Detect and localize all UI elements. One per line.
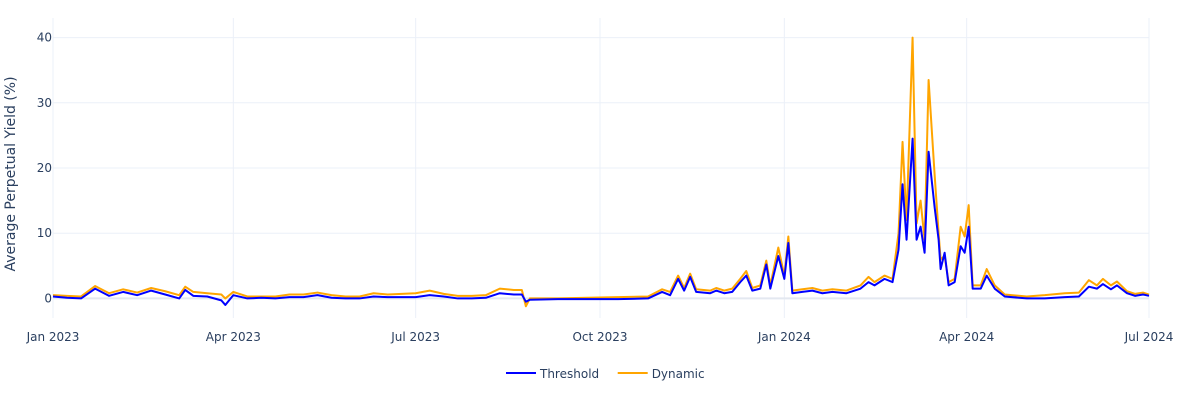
y-tick-label: 40 (37, 31, 52, 45)
legend-item-threshold[interactable]: Threshold (506, 367, 599, 381)
y-tick-label: 10 (37, 226, 52, 240)
x-tick-label: Jan 2024 (757, 330, 811, 344)
legend-label: Threshold (539, 367, 599, 381)
x-tick-label: Jul 2024 (1124, 330, 1174, 344)
axes: Jan 2023 Apr 2023 Jul 2023 Oct 2023 Jan 2024… (26, 31, 1174, 344)
y-tick-label: 30 (37, 96, 52, 110)
x-tick-label: Jan 2023 (26, 330, 80, 344)
series-line-dynamic (52, 36, 1150, 308)
y-axis-title: Average Perpetual Yield (%) (3, 76, 19, 271)
x-tick-label: Apr 2023 (206, 330, 261, 344)
series-line-threshold (52, 137, 1150, 306)
grid (52, 18, 1150, 318)
x-tick-label: Jul 2023 (390, 330, 440, 344)
plot-area (52, 36, 1150, 308)
legend[interactable]: Threshold Dynamic (506, 367, 705, 381)
legend-label: Dynamic (652, 367, 705, 381)
x-tick-label: Oct 2023 (572, 330, 627, 344)
y-tick-label: 20 (37, 161, 52, 175)
x-tick-label: Apr 2024 (939, 330, 994, 344)
y-tick-label: 0 (44, 291, 52, 305)
legend-item-dynamic[interactable]: Dynamic (617, 367, 705, 381)
